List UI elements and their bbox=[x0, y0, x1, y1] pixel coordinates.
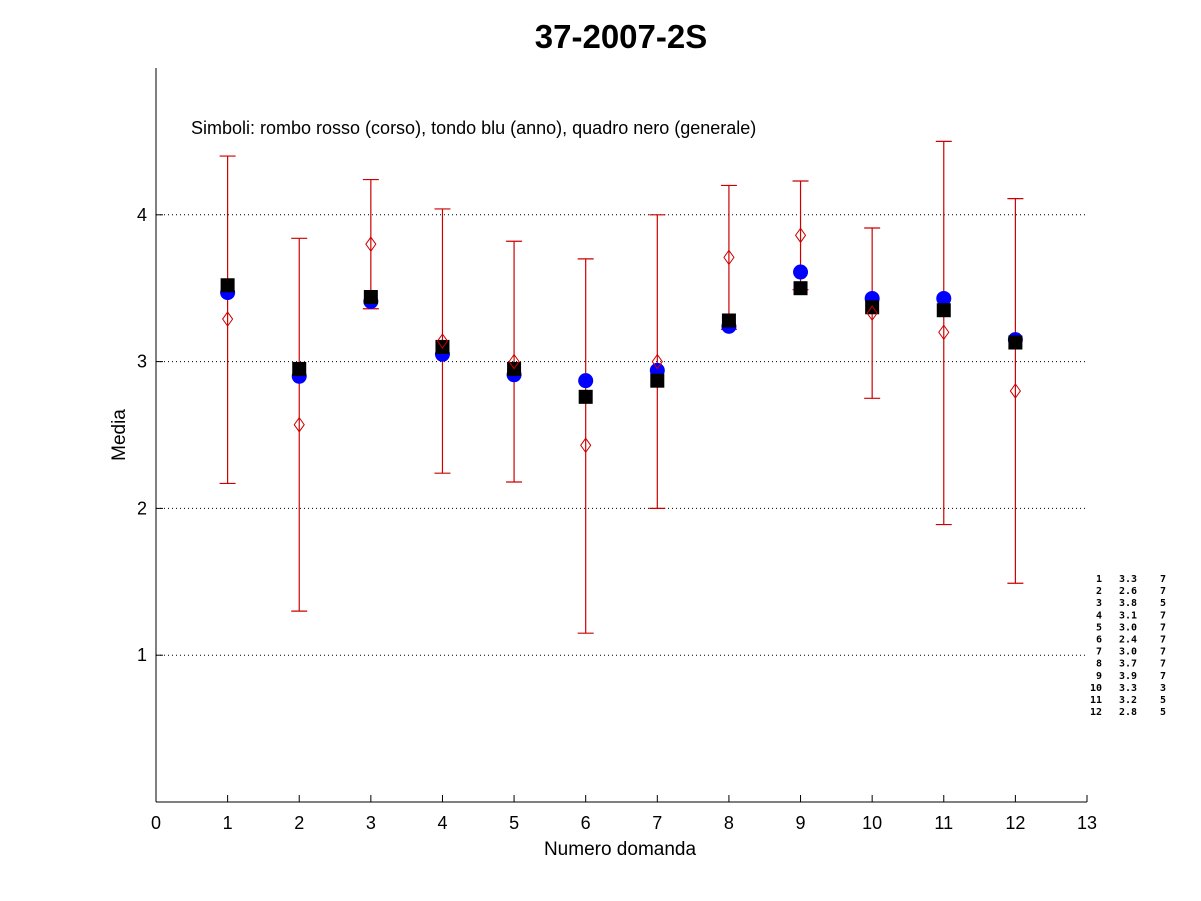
error-bar bbox=[506, 240, 523, 483]
side-table-cell: 3 bbox=[1096, 598, 1102, 609]
error-bar bbox=[1007, 198, 1024, 584]
x-tick-label: 1 bbox=[223, 813, 233, 833]
side-table-cell: 3.2 bbox=[1119, 695, 1137, 706]
side-table-cell: 3 bbox=[1160, 683, 1166, 694]
point-square bbox=[793, 281, 808, 296]
side-table-cell: 3.0 bbox=[1119, 647, 1137, 658]
x-tick-label: 12 bbox=[1005, 813, 1025, 833]
x-tick-label: 5 bbox=[509, 813, 519, 833]
point-square bbox=[650, 373, 665, 388]
point-diamond bbox=[365, 236, 377, 253]
side-table-cell: 3.0 bbox=[1119, 622, 1137, 633]
point-square bbox=[578, 389, 593, 404]
side-table-cell: 1 bbox=[1096, 574, 1102, 585]
point-circle bbox=[793, 264, 809, 280]
side-table-cell: 7 bbox=[1160, 671, 1166, 682]
side-table-cell: 5 bbox=[1160, 695, 1166, 706]
error-bar bbox=[219, 155, 236, 485]
side-table-cell: 6 bbox=[1096, 635, 1102, 646]
x-tick-label: 7 bbox=[652, 813, 662, 833]
x-tick-label: 9 bbox=[796, 813, 806, 833]
side-table-cell: 5 bbox=[1160, 707, 1166, 718]
x-tick-label: 4 bbox=[437, 813, 447, 833]
side-table-cell: 5 bbox=[1096, 622, 1102, 633]
y-axis-label: Media bbox=[109, 409, 130, 461]
x-tick-label: 6 bbox=[581, 813, 591, 833]
point-diamond bbox=[866, 305, 878, 322]
point-diamond bbox=[651, 353, 663, 370]
point-square bbox=[721, 313, 736, 328]
side-table-cell: 5 bbox=[1160, 598, 1166, 609]
side-table-cell: 11 bbox=[1090, 695, 1102, 706]
x-tick-label: 8 bbox=[724, 813, 734, 833]
x-tick-label: 2 bbox=[294, 813, 304, 833]
error-bar bbox=[577, 258, 594, 634]
y-tick-label: 4 bbox=[137, 205, 147, 225]
legend-annotation: Simboli: rombo rosso (corso), tondo blu … bbox=[191, 118, 756, 138]
point-square bbox=[292, 361, 307, 376]
side-table-cell: 7 bbox=[1160, 586, 1166, 597]
point-diamond bbox=[723, 249, 735, 266]
error-bar bbox=[649, 214, 666, 509]
side-table-cell: 8 bbox=[1096, 659, 1102, 670]
point-diamond bbox=[508, 353, 520, 370]
side-table-cell: 2.8 bbox=[1119, 707, 1137, 718]
side-table-cell: 2.4 bbox=[1119, 635, 1137, 646]
point-diamond bbox=[580, 437, 592, 454]
side-table-cell: 12 bbox=[1090, 707, 1102, 718]
point-diamond bbox=[1009, 383, 1021, 399]
x-tick-label: 3 bbox=[366, 813, 376, 833]
side-table-cell: 7 bbox=[1160, 635, 1166, 646]
point-circle bbox=[578, 373, 594, 389]
side-table-cell: 7 bbox=[1160, 610, 1166, 621]
point-diamond bbox=[436, 333, 449, 349]
side-table-cell: 3.8 bbox=[1119, 598, 1137, 609]
x-axis-label: Numero domanda bbox=[544, 839, 697, 860]
y-tick-label: 3 bbox=[137, 352, 147, 372]
y-tick-label: 2 bbox=[137, 498, 147, 518]
side-table-cell: 3.3 bbox=[1119, 574, 1137, 585]
x-tick-label: 10 bbox=[862, 813, 882, 833]
x-tick-label: 13 bbox=[1077, 813, 1097, 833]
side-table-cell: 4 bbox=[1096, 610, 1102, 621]
point-square bbox=[220, 278, 235, 293]
point-square bbox=[936, 303, 951, 318]
side-table-cell: 7 bbox=[1096, 647, 1102, 658]
error-bar bbox=[935, 140, 952, 526]
point-diamond bbox=[293, 416, 305, 433]
point-diamond bbox=[794, 227, 807, 244]
side-table-cell: 7 bbox=[1160, 659, 1166, 670]
point-square bbox=[1008, 335, 1023, 350]
side-table-cell: 10 bbox=[1090, 683, 1102, 694]
side-table-cell: 9 bbox=[1096, 671, 1102, 682]
side-table-cell: 3.1 bbox=[1119, 610, 1137, 621]
side-table-cell: 3.9 bbox=[1119, 671, 1137, 682]
x-tick-label: 11 bbox=[934, 813, 953, 833]
side-table-cell: 7 bbox=[1160, 622, 1166, 633]
side-table-cell: 7 bbox=[1160, 574, 1166, 585]
x-tick-label: 0 bbox=[151, 813, 161, 833]
point-circle bbox=[936, 290, 952, 306]
point-diamond bbox=[222, 311, 234, 327]
side-table-cell: 2 bbox=[1096, 586, 1102, 597]
side-table-cell: 3.7 bbox=[1119, 659, 1137, 670]
point-square bbox=[363, 290, 378, 305]
chart-title: 37-2007-2S bbox=[535, 18, 707, 55]
y-tick-label: 1 bbox=[137, 645, 147, 665]
side-table-cell: 3.3 bbox=[1119, 683, 1137, 694]
side-table-cell: 7 bbox=[1160, 647, 1166, 658]
side-table-cell: 2.6 bbox=[1119, 586, 1137, 597]
point-diamond bbox=[938, 324, 950, 341]
error-bar bbox=[291, 237, 308, 612]
